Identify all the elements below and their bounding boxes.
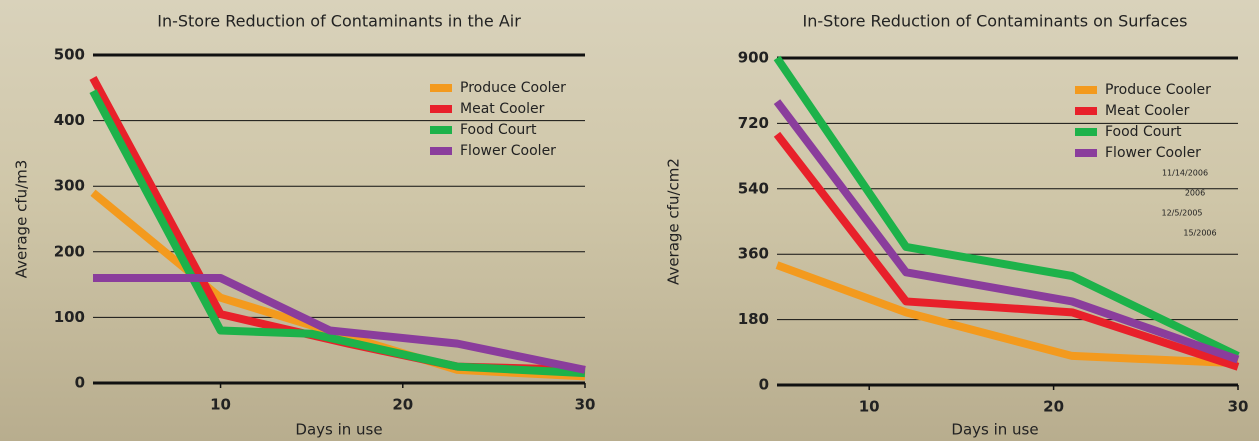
x-tick-label: 20 — [392, 396, 413, 414]
x-tick-label: 20 — [1043, 398, 1064, 416]
x-tick-label: 30 — [575, 396, 596, 414]
legend-swatch — [1075, 149, 1097, 157]
legend-swatch — [1075, 128, 1097, 136]
page: In-Store Reduction of Contaminants in th… — [0, 0, 1259, 441]
x-tick-label: 10 — [210, 396, 231, 414]
y-tick-label: 900 — [738, 49, 769, 67]
y-tick-label: 0 — [75, 374, 85, 392]
chart: In-Store Reduction of Contaminants in th… — [0, 0, 1259, 441]
y-tick-label: 540 — [738, 179, 769, 197]
y-tick-label: 500 — [54, 46, 85, 64]
legend-label: Flower Cooler — [460, 143, 556, 159]
legend-swatch — [430, 84, 452, 92]
legend-swatch — [1075, 86, 1097, 94]
y-axis-label: Average cfu/cm2 — [665, 158, 683, 285]
y-tick-label: 360 — [738, 245, 769, 263]
y-tick-label: 400 — [54, 111, 85, 129]
y-axis-label: Average cfu/m3 — [13, 160, 31, 279]
legend-swatch — [430, 126, 452, 134]
x-axis-label: Days in use — [295, 421, 382, 439]
legend-swatch — [1075, 107, 1097, 115]
annotation: 2006 — [1185, 189, 1205, 198]
y-tick-label: 180 — [738, 310, 769, 328]
series-line — [93, 278, 585, 370]
chart-title: In-Store Reduction of Contaminants in th… — [157, 12, 521, 31]
annotation: 11/14/2006 — [1162, 169, 1208, 178]
legend-label: Produce Cooler — [460, 80, 566, 96]
x-tick-label: 30 — [1228, 398, 1249, 416]
annotation: 15/2006 — [1183, 229, 1216, 238]
legend-label: Flower Cooler — [1105, 145, 1201, 161]
y-tick-label: 0 — [759, 376, 769, 394]
y-tick-label: 100 — [54, 308, 85, 326]
legend-label: Produce Cooler — [1105, 82, 1211, 98]
annotation: 12/5/2005 — [1161, 209, 1202, 218]
legend-swatch — [430, 105, 452, 113]
y-tick-label: 720 — [738, 114, 769, 132]
x-tick-label: 10 — [859, 398, 880, 416]
y-tick-label: 300 — [54, 177, 85, 195]
legend-label: Meat Cooler — [1105, 103, 1190, 119]
legend-label: Food Court — [460, 122, 537, 138]
series-line — [777, 265, 1238, 363]
x-axis-label: Days in use — [951, 421, 1038, 439]
chart-title: In-Store Reduction of Contaminants on Su… — [803, 12, 1188, 31]
legend-label: Meat Cooler — [460, 101, 545, 117]
legend-swatch — [430, 147, 452, 155]
y-tick-label: 200 — [54, 242, 85, 260]
legend-label: Food Court — [1105, 124, 1182, 140]
